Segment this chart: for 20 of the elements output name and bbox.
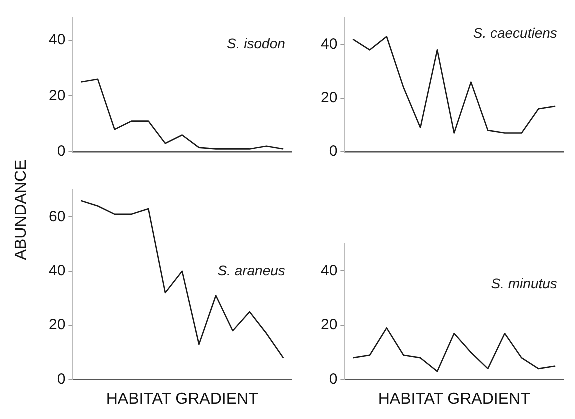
- text: S. minutus: [491, 276, 558, 292]
- x-axis-title: HABITAT GRADIENT: [378, 390, 531, 408]
- y-tick-label: 40: [48, 262, 66, 280]
- y-tick-label: 0: [329, 143, 338, 160]
- y-tick-label: 40: [48, 31, 66, 48]
- text: S. isodon: [227, 36, 286, 52]
- y-tick-label: 40: [320, 262, 338, 280]
- y-tick-label: 20: [320, 90, 338, 107]
- y-tick-label: 0: [57, 370, 66, 388]
- y-tick-label: 20: [320, 316, 338, 334]
- y-tick-label: 0: [329, 370, 338, 388]
- y-tick-label: 0: [57, 143, 66, 160]
- y-tick-label: 20: [48, 87, 66, 104]
- y-axis-title: ABUNDANCE: [13, 160, 31, 260]
- y-tick-label: 40: [320, 36, 338, 53]
- x-axis-title: HABITAT GRADIENT: [106, 390, 259, 408]
- y-tick-label: 20: [48, 316, 66, 334]
- series-label: S. araneus: [218, 262, 286, 279]
- y-tick-label: 60: [48, 208, 66, 226]
- text: S. caecutiens: [473, 24, 558, 41]
